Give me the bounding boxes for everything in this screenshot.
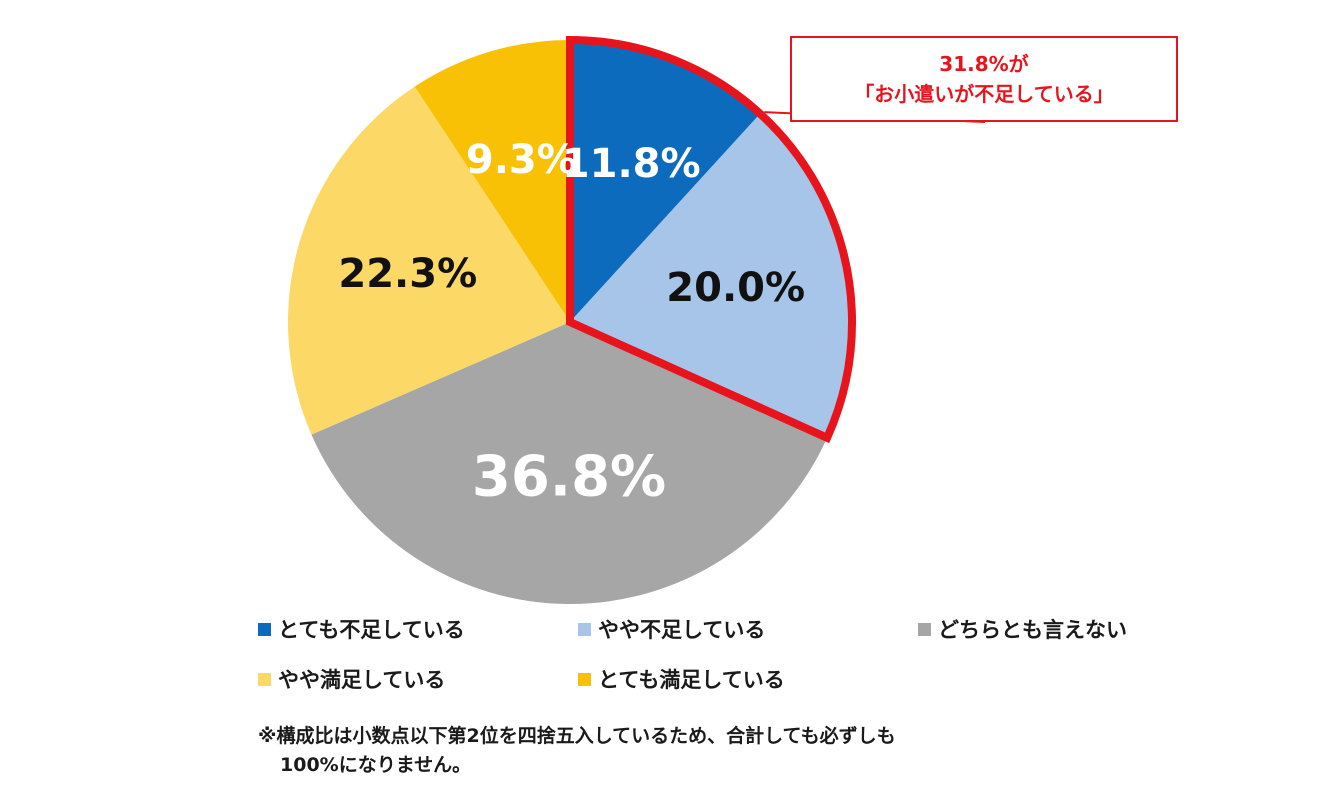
slice-label: 11.8% [562, 141, 701, 187]
legend-label: どちらとも言えない [938, 618, 1127, 642]
slice-label: 9.3% [466, 137, 577, 183]
slice-somewhat-insufficient [570, 113, 852, 438]
legend-label: とても不足している [278, 618, 465, 642]
pie-slices [288, 40, 852, 604]
highlight-callout: 31.8%が 「お小遣いが不足している」 [790, 36, 1178, 122]
highlight-border [566, 35, 856, 444]
slice-label: 36.8% [472, 445, 666, 510]
callout-line-1: 31.8%が [939, 52, 1029, 76]
slice-very-insufficient [570, 40, 761, 322]
slice-very-satisfied [414, 40, 570, 322]
legend: とても不足している やや不足している どちらとも言えない やや満足している とて… [258, 614, 1178, 700]
slice-label: 20.0% [666, 265, 805, 311]
legend-item-very-insufficient: とても不足している [258, 614, 465, 644]
legend-item-very-satisfied: とても満足している [578, 664, 785, 694]
legend-swatch [918, 622, 931, 636]
legend-item-somewhat-insufficient: やや不足している [578, 614, 765, 644]
legend-item-neutral: どちらとも言えない [918, 614, 1127, 644]
legend-item-somewhat-satisfied: やや満足している [258, 664, 445, 694]
callout-line-2: 「お小遣いが不足している」 [854, 82, 1114, 106]
legend-label: やや不足している [598, 618, 766, 642]
legend-swatch [578, 622, 591, 636]
footnote-line-1: ※構成比は小数点以下第2位を四捨五入しているため、合計しても必ずしも [258, 725, 896, 747]
footnote: ※構成比は小数点以下第2位を四捨五入しているため、合計しても必ずしも 100%に… [258, 722, 896, 780]
slice-label: 22.3% [338, 251, 477, 297]
legend-swatch [578, 672, 591, 686]
legend-swatch [258, 672, 271, 686]
slice-labels: 11.8% 20.0% 36.8% 22.3% 9.3% [338, 137, 805, 510]
slice-neutral [311, 322, 828, 604]
legend-swatch [258, 622, 271, 636]
legend-label: やや満足している [278, 668, 446, 692]
footnote-line-2: 100%になりません。 [280, 754, 472, 776]
slice-somewhat-satisfied [288, 86, 570, 435]
legend-label: とても満足している [598, 668, 785, 692]
